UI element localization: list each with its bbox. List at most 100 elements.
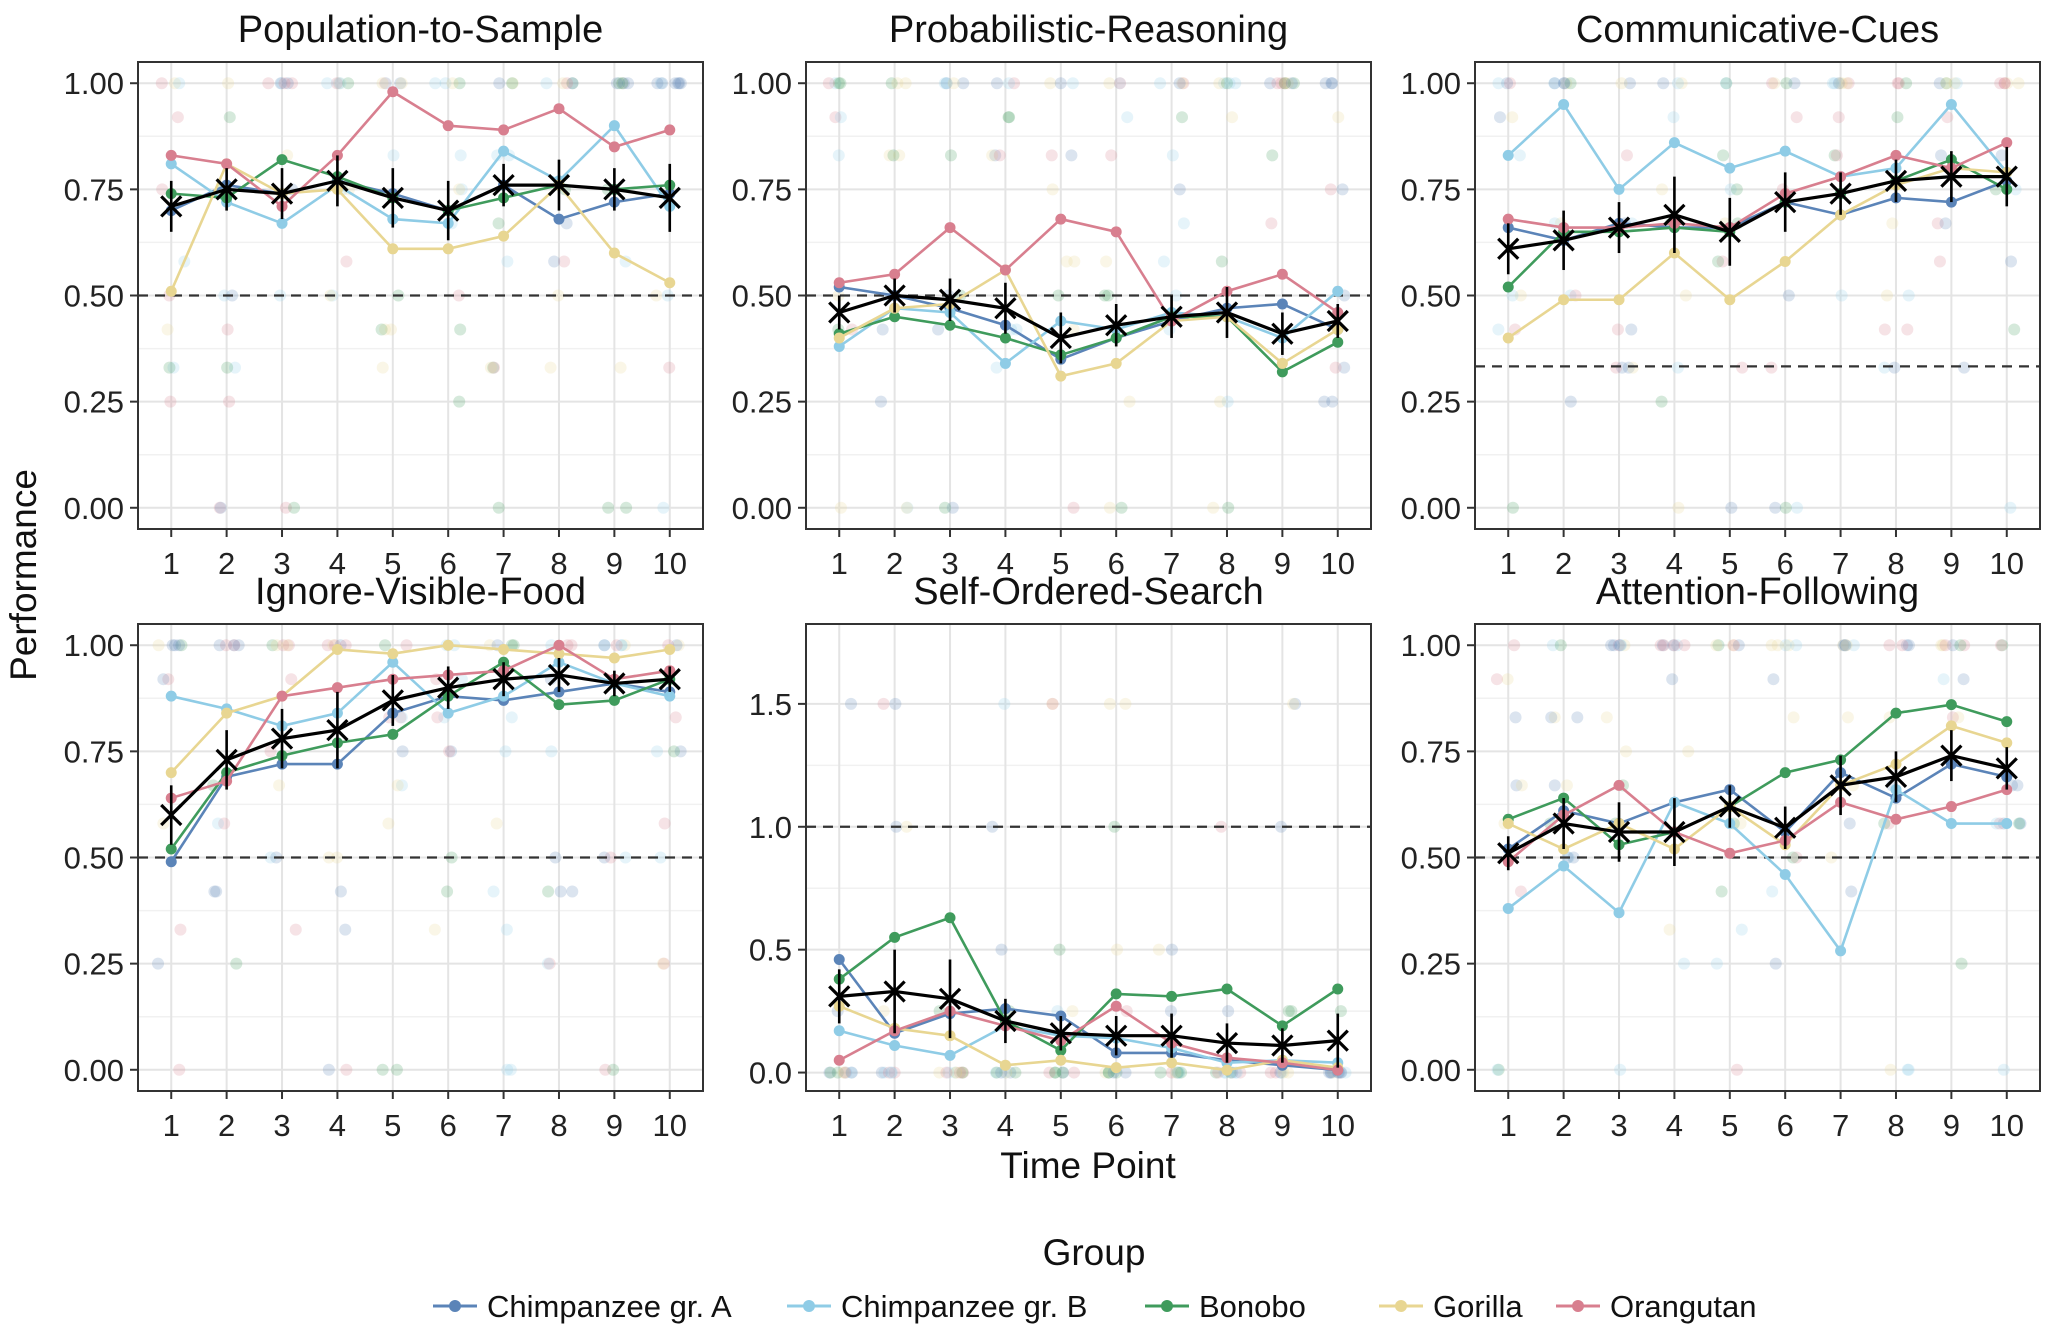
series-point: [833, 332, 845, 344]
series-point: [387, 648, 399, 660]
individual-dot: [878, 1066, 891, 1079]
individual-dot: [823, 1066, 836, 1079]
individual-dot: [1843, 817, 1856, 830]
individual-dot: [1710, 639, 1723, 652]
series-point: [1110, 1062, 1122, 1074]
mean-marker: [938, 987, 962, 1010]
individual-dot: [656, 77, 669, 90]
individual-dot: [1786, 851, 1799, 864]
individual-dot: [1682, 745, 1695, 758]
individual-dot: [1492, 1063, 1505, 1076]
individual-dot: [993, 149, 1006, 162]
individual-dot: [488, 361, 501, 374]
individual-dot: [1842, 77, 1855, 90]
individual-dot: [1285, 77, 1298, 90]
individual-dot: [1544, 817, 1557, 830]
mean-marker: [1552, 812, 1575, 835]
individual-dot: [1513, 149, 1526, 162]
x-tick-label: 3: [1610, 546, 1627, 581]
y-tick-label: 0.25: [732, 385, 792, 420]
individual-dot: [1264, 77, 1277, 90]
y-tick-label: 1.00: [732, 66, 792, 101]
series-line: [838, 290, 1339, 366]
individual-dot: [986, 149, 999, 162]
individual-dot: [1946, 639, 1959, 652]
individual-dot: [1766, 77, 1779, 90]
mean-marker: [1215, 301, 1239, 324]
x-tick-label: 5: [1052, 1108, 1069, 1143]
individual-dot: [554, 885, 567, 898]
mean-marker: [994, 297, 1017, 320]
legend-entry: Chimpanzee gr. B: [787, 1289, 1087, 1324]
individual-dot: [1326, 395, 1339, 408]
individual-dot: [1492, 77, 1505, 90]
x-tick-label: 5: [1721, 546, 1738, 581]
individual-dot: [1044, 77, 1057, 90]
individual-dot: [1318, 395, 1331, 408]
individual-dot: [1221, 395, 1234, 408]
x-tick-label: 9: [606, 546, 623, 581]
individual-dot: [1557, 77, 1570, 90]
individual-dot: [1732, 639, 1745, 652]
x-tick-label: 2: [886, 1108, 903, 1143]
series-point: [1558, 860, 1570, 872]
individual-dot: [1154, 1066, 1167, 1079]
individual-dot: [1275, 820, 1288, 833]
individual-dot: [1625, 323, 1638, 336]
individual-dot: [598, 639, 611, 652]
mean-marker: [1774, 816, 1797, 839]
individual-dot: [1213, 77, 1226, 90]
individual-dot: [565, 639, 578, 652]
individual-dot: [282, 639, 295, 652]
individual-dot: [933, 1066, 946, 1079]
individual-dot: [1671, 361, 1684, 374]
individual-dot: [1612, 639, 1625, 652]
individual-dot: [1901, 1063, 1914, 1076]
mean-marker: [547, 173, 571, 197]
individual-dot: [616, 77, 629, 90]
individual-dot: [505, 711, 518, 724]
individual-dot: [264, 851, 277, 864]
individual-dot: [991, 77, 1004, 90]
series-point: [1890, 707, 1902, 719]
individual-dot: [1769, 501, 1782, 514]
individual-dot: [1289, 697, 1302, 710]
series-line: [1507, 102, 2008, 192]
mean-marker: [1160, 305, 1183, 328]
individual-dot: [932, 323, 945, 336]
individual-dot: [1123, 395, 1136, 408]
series-point: [2001, 737, 2013, 749]
individual-dot: [506, 77, 519, 90]
series-point: [1110, 357, 1122, 369]
series-point: [1613, 907, 1625, 919]
series-point: [1276, 298, 1288, 310]
individual-dot: [223, 395, 236, 408]
individual-dot: [1765, 361, 1778, 374]
mean-marker: [381, 186, 404, 209]
panel-title: Ignore-Visible-Food: [255, 571, 586, 613]
individual-dot: [545, 745, 558, 758]
series-point: [165, 158, 177, 170]
series-chimpanzee-gr-b: [165, 120, 676, 229]
y-tick-label: 0.5: [749, 933, 792, 968]
individual-dot: [1177, 217, 1190, 230]
series-point: [1502, 149, 1514, 161]
individual-dot: [330, 77, 343, 90]
individual-dot: [942, 1066, 955, 1079]
individual-dot: [2011, 779, 2024, 792]
y-tick-label: 1.0: [749, 810, 792, 845]
individual-dot: [1710, 957, 1723, 970]
individual-dot: [342, 77, 355, 90]
individual-dot: [278, 77, 291, 90]
mean-marker: [1663, 203, 1686, 226]
individual-dot: [1712, 639, 1725, 652]
individual-dot: [274, 77, 287, 90]
individual-dot: [1845, 885, 1858, 898]
y-tick-label: 1.5: [749, 687, 792, 722]
x-tick-label: 7: [495, 1108, 512, 1143]
y-tick-label: 1.00: [64, 66, 124, 101]
x-tick-label: 8: [550, 1108, 567, 1143]
series-point: [553, 103, 565, 115]
mean-marker: [1049, 326, 1072, 350]
individual-dot: [1226, 111, 1239, 124]
